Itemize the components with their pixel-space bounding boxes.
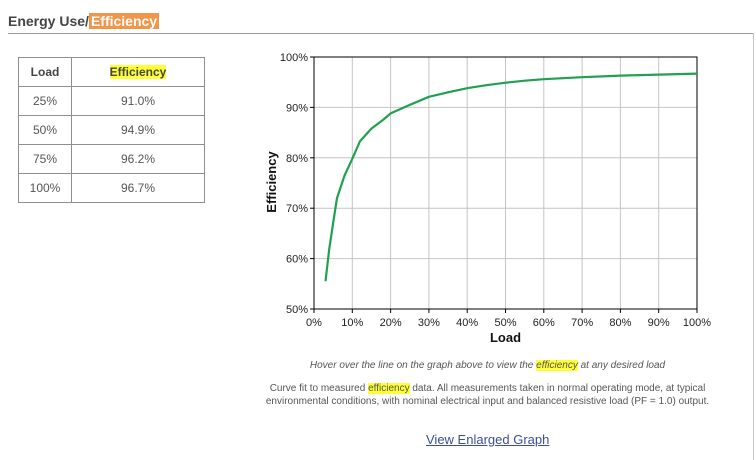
caption-suffix: at any desired load	[577, 360, 666, 371]
x-tick-label: 60%	[533, 317, 555, 329]
y-tick-label: 70%	[286, 203, 308, 215]
table-cell-load: 50%	[18, 115, 72, 145]
y-tick-label: 90%	[286, 102, 308, 114]
x-tick-label: 20%	[380, 317, 402, 329]
right-border	[753, 33, 754, 460]
table-row: 50% 94.9%	[18, 115, 205, 145]
table-cell-efficiency: 94.9%	[71, 115, 205, 145]
x-axis-label: Load	[490, 330, 521, 345]
x-tick-label: 0%	[306, 317, 322, 329]
note-highlight: efficiency	[368, 383, 410, 394]
section-title: Energy Use/Efficiency	[8, 13, 160, 29]
chart-hover-caption: Hover over the line on the graph above t…	[290, 360, 685, 371]
y-axis-label: Efficiency	[264, 151, 279, 213]
note-suffix: data. All measurements taken in normal o…	[265, 383, 710, 407]
y-tick-label: 100%	[280, 52, 308, 64]
table-cell-load: 75%	[18, 144, 72, 174]
x-tick-label: 40%	[456, 317, 478, 329]
caption-highlight: efficiency	[536, 360, 578, 371]
caption-prefix: Hover over the line on the graph above t…	[309, 360, 537, 371]
x-tick-label: 50%	[494, 317, 516, 329]
x-tick-label: 90%	[648, 317, 670, 329]
x-tick-label: 70%	[571, 317, 593, 329]
efficiency-table: Load Efficiency 25% 91.0% 50% 94.9% 75% …	[18, 57, 205, 203]
y-tick-label: 50%	[286, 304, 308, 316]
x-tick-label: 80%	[609, 317, 631, 329]
y-tick-label: 80%	[286, 153, 308, 165]
section-title-prefix: Energy Use/	[8, 13, 89, 29]
x-tick-label: 100%	[683, 317, 711, 329]
note-prefix: Curve fit to measured	[269, 383, 369, 394]
x-tick-label: 10%	[341, 317, 363, 329]
section-title-highlight: Efficiency	[88, 13, 160, 29]
table-cell-load: 100%	[18, 173, 72, 203]
table-cell-efficiency: 96.2%	[71, 144, 205, 174]
table-row: 100% 96.7%	[18, 173, 205, 203]
table-row: 75% 96.2%	[18, 144, 205, 174]
plot-frame	[313, 56, 698, 310]
efficiency-header-highlight: Efficiency	[109, 65, 167, 79]
header-divider	[8, 33, 753, 34]
y-tick-label: 60%	[286, 254, 308, 266]
efficiency-curve	[324, 72, 698, 282]
measurement-note: Curve fit to measured efficiency data. A…	[262, 382, 713, 408]
view-enlarged-graph-link[interactable]: View Enlarged Graph	[426, 432, 550, 447]
x-tick-label: 30%	[418, 317, 440, 329]
table-cell-efficiency: 96.7%	[71, 173, 205, 203]
column-header-load: Load	[18, 57, 72, 87]
